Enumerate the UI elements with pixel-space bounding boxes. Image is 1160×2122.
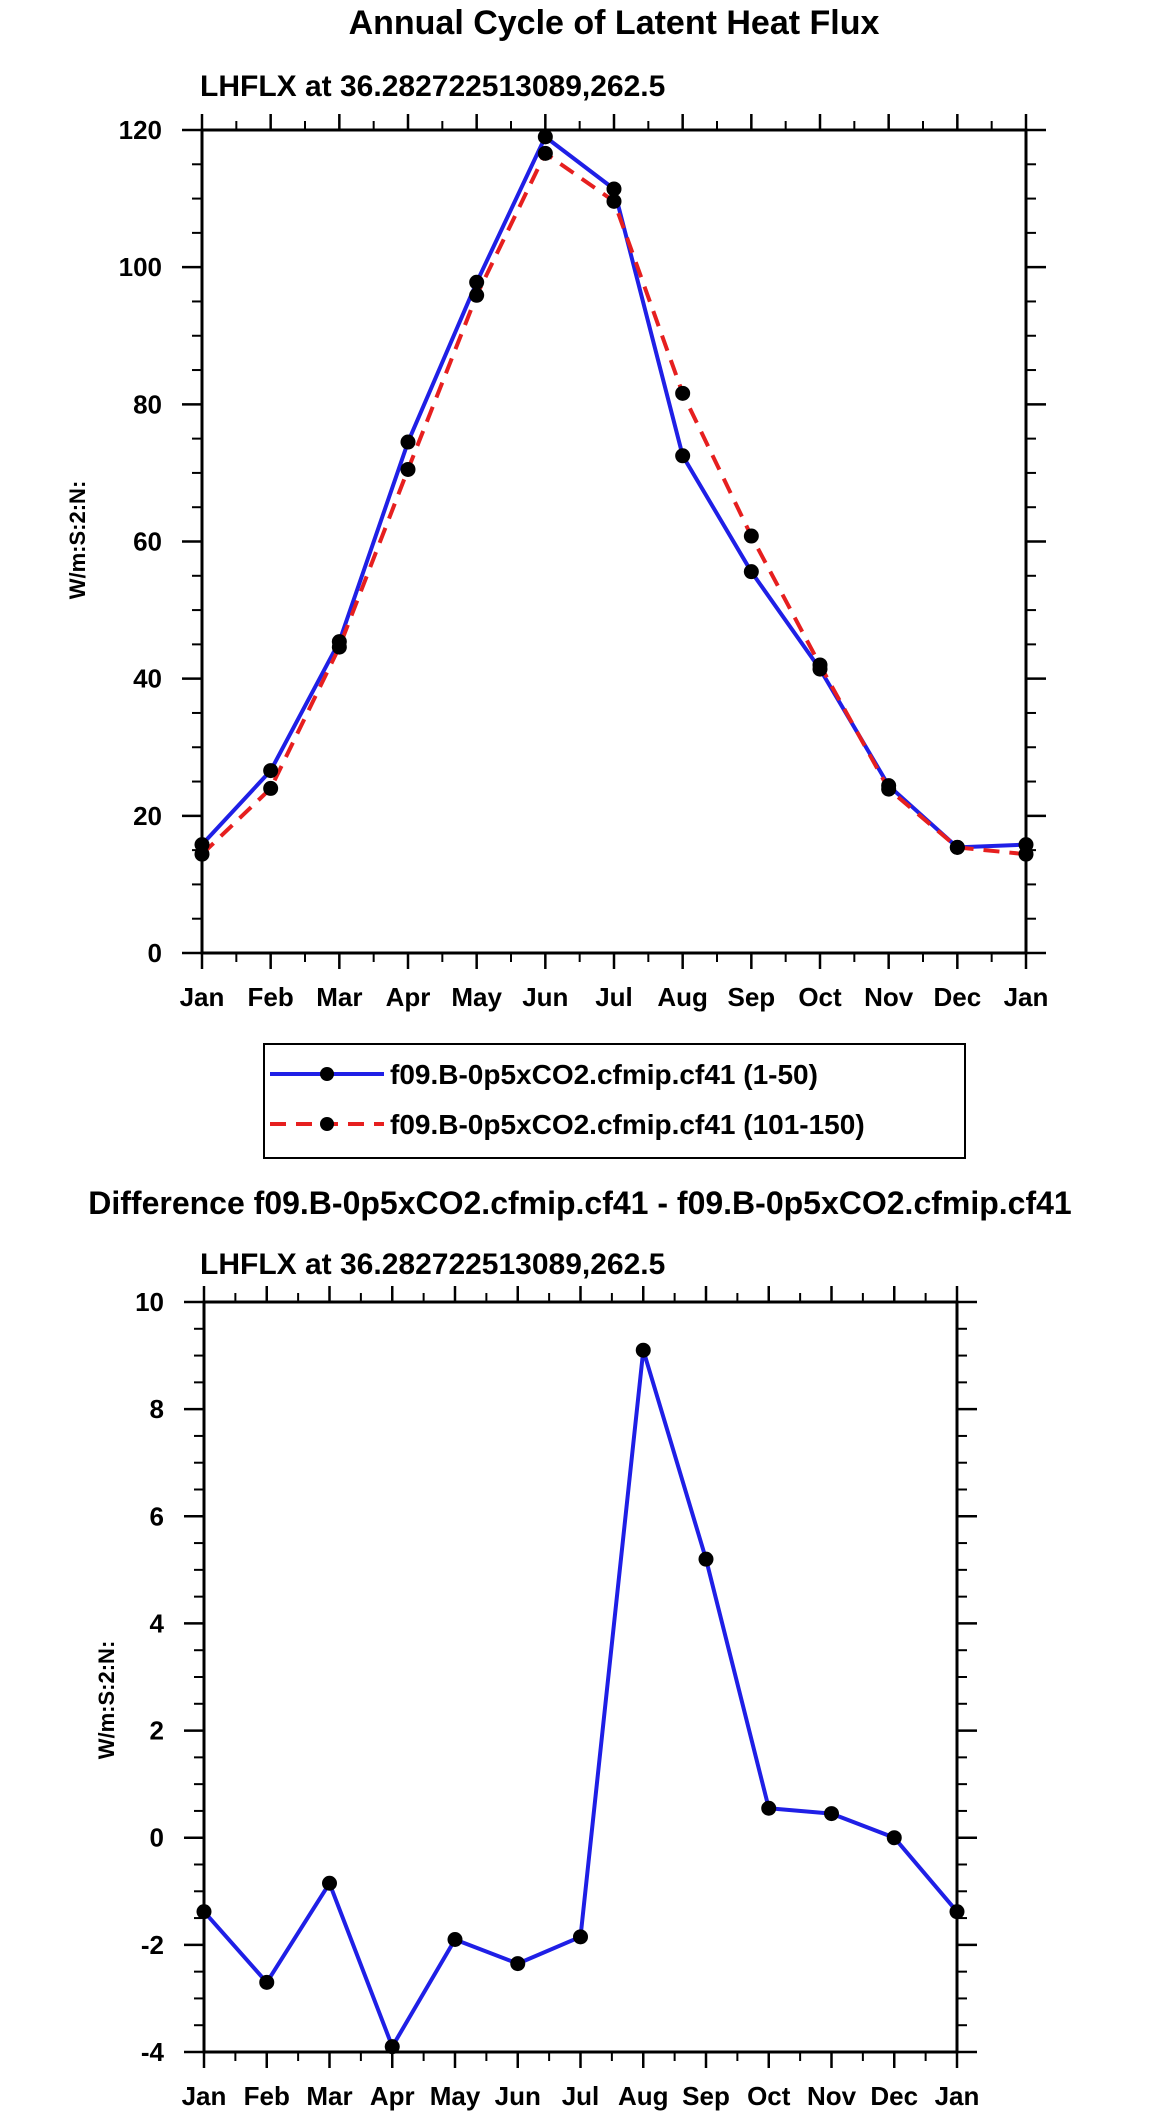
y-tick-label: -4 [141,2037,165,2067]
data-point-series-2 [469,287,485,303]
x-tick-label: Oct [798,982,842,1012]
y-tick-label: 0 [148,938,162,968]
data-point-series-1 [322,1875,337,1891]
data-point-series-2 [400,461,416,477]
x-tick-label: Apr [386,982,431,1012]
x-tick-label: Mar [306,2081,352,2111]
x-tick-label: Jul [562,2081,600,2111]
data-point-series-1 [400,434,416,450]
x-tick-label: May [451,982,502,1012]
data-point-series-1 [949,1904,965,1920]
difference-title: Difference f09.B-0p5xCO2.cfmip.cf41 - f0… [88,1185,1071,1221]
data-point-series-1 [886,1830,902,1846]
y-tick-label: 2 [150,1716,164,1746]
y-tick-label: 40 [133,664,162,694]
chart-subtitle: LHFLX at 36.282722513089,262.5 [200,70,665,103]
x-tick-label: Nov [807,2081,857,2111]
data-point-series-1 [761,1800,777,1816]
data-point-series-1 [743,564,759,580]
difference-chart: Jan Feb Mar Apr May Jun Jul Aug Sep Oct Nov Dec Jan-… [135,1286,979,2111]
x-tick-label: Jan [182,2081,227,2111]
x-tick-label: Mar [316,982,362,1012]
x-tick-label: Jan [1004,982,1049,1012]
data-point-series-2 [331,639,347,655]
data-point-series-1 [263,763,279,779]
x-tick-label: Feb [248,982,294,1012]
x-tick-label: Feb [244,2081,290,2111]
y-tick-label: 100 [119,252,162,282]
data-point-series-1 [606,181,622,197]
x-tick-label: Sep [682,2081,730,2111]
series-line-2 [200,151,1027,857]
x-tick-label: Jun [495,2081,541,2111]
data-point-series-1 [824,1806,839,1822]
y-tick-label: 0 [150,1823,164,1853]
x-tick-label: Aug [657,982,708,1012]
data-point-series-2 [537,145,553,161]
y-tick-label: 20 [133,801,162,831]
y-tick-label: 80 [133,389,162,419]
data-point-series-2 [949,839,965,855]
data-point-series-1 [537,129,553,145]
y-tick-label: 4 [150,1608,165,1638]
y-tick-label: -2 [141,1930,164,1960]
legend-label-series-2: f09.B-0p5xCO2.cfmip.cf41 (101-150) [390,1109,865,1140]
y-axis-label: W/m:S:2:N: [65,481,90,600]
data-point-series-2 [881,781,897,797]
annual-cycle-chart: Jan Feb Mar Apr May Jun Jul Aug Sep Oct Nov Dec Jan 0… [119,114,1049,1012]
y-tick-label: 8 [150,1394,164,1424]
legend: f09.B-0p5xCO2.cfmip.cf41 (1-50) f09.B-0p… [263,1043,966,1159]
data-point-series-1 [196,1904,212,1920]
y-tick-label: 6 [150,1501,164,1531]
series-line-1 [200,134,1027,850]
data-point-series-2 [606,193,622,209]
x-tick-label: May [430,2081,481,2111]
legend-marker-series-1 [320,1067,334,1081]
x-tick-label: Jul [595,982,633,1012]
y-tick-label: 10 [135,1287,164,1317]
data-point-series-1 [447,1932,463,1947]
data-point-series-1 [469,274,485,290]
legend-marker-series-2 [320,1117,334,1131]
data-point-series-2 [812,657,828,673]
x-tick-label: Sep [727,982,775,1012]
difference-y-axis-label: W/m:S:2:N: [94,1641,119,1760]
data-point-series-2 [743,528,759,544]
x-tick-label: Oct [747,2081,791,2111]
x-tick-label: Aug [618,2081,669,2111]
x-tick-label: Dec [933,982,981,1012]
y-tick-label: 60 [133,527,162,557]
data-point-series-1 [510,1956,526,1972]
data-point-series-2 [675,385,691,401]
data-point-series-1 [635,1342,651,1358]
plot-frame [200,128,1028,955]
x-tick-label: Dec [870,2081,918,2111]
data-point-series-1 [675,448,691,464]
data-point-series-1 [384,2039,400,2055]
x-tick-label: Apr [370,2081,415,2111]
x-tick-label: Nov [864,982,914,1012]
difference-subtitle: LHFLX at 36.282722513089,262.5 [200,1248,665,1281]
x-tick-label: Jan [180,982,225,1012]
legend-label-series-1: f09.B-0p5xCO2.cfmip.cf41 (1-50) [390,1059,818,1090]
legend-box [263,1043,966,1159]
data-point-series-2 [1018,846,1034,862]
data-point-series-2 [194,846,210,862]
x-tick-label: Jun [522,982,568,1012]
x-tick-label: Jan [935,2081,980,2111]
data-point-series-1 [573,1929,588,1945]
data-point-series-1 [259,1974,275,1990]
y-tick-label: 120 [119,115,162,145]
data-point-series-1 [698,1551,714,1567]
data-point-series-2 [263,780,279,796]
chart-title: Annual Cycle of Latent Heat Flux [349,4,880,42]
